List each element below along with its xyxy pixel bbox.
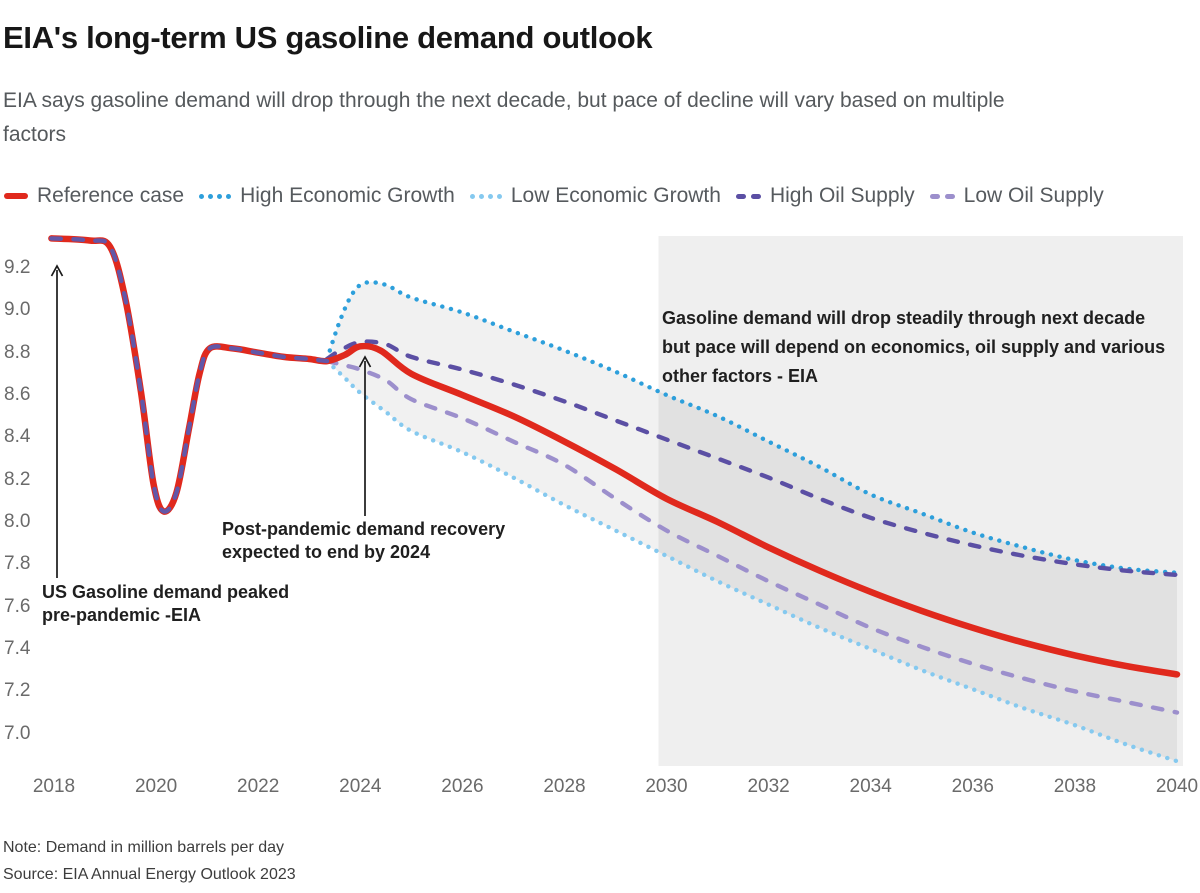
annotation-line: pre-pandemic -EIA — [42, 605, 202, 625]
annotation-arrow — [358, 355, 372, 516]
annotation-demand-outlook: Gasoline demand will drop steadily throu… — [662, 304, 1165, 391]
x-axis-tick-label: 2040 — [1155, 776, 1199, 797]
low-oil-supply-swatch — [929, 193, 955, 199]
y-axis-tick-label: 8.6 — [4, 384, 31, 405]
annotation-peak-pre-pandemic: US Gasoline demand peaked pre-pandemic -… — [42, 581, 289, 627]
high-oil-supply-swatch — [735, 193, 761, 199]
high-economic-growth-swatch — [199, 193, 232, 199]
annotation-line: US Gasoline demand peaked — [42, 582, 290, 602]
x-axis-tick-label: 2032 — [747, 776, 790, 797]
y-axis-tick-label: 8.0 — [4, 511, 31, 532]
legend-label: Reference case — [37, 184, 185, 207]
y-axis-tick-label: 7.6 — [4, 595, 31, 617]
legend-label: Low Oil Supply — [963, 184, 1104, 207]
y-axis-tick-label: 7.2 — [4, 680, 31, 702]
y-axis-tick-label: 7.8 — [4, 553, 31, 575]
x-axis-tick-label: 2026 — [441, 776, 484, 797]
series-history-overlay-all-cases — [49, 236, 330, 514]
legend-label: Low Economic Growth — [510, 184, 721, 207]
annotation-arrow — [50, 264, 64, 578]
annotation-line: other factors - EIA — [662, 366, 819, 386]
x-axis-tick-label: 2018 — [32, 776, 76, 797]
y-axis-tick-label: 9.2 — [4, 257, 31, 278]
legend-item-high-oil-supply: High Oil Supply — [735, 184, 915, 208]
y-axis-tick-label: 8.8 — [4, 341, 31, 363]
legend-label: High Economic Growth — [240, 184, 455, 207]
x-axis-tick-label: 2028 — [543, 776, 586, 797]
annotation-line: but pace will depend on economics, oil s… — [662, 337, 1166, 357]
legend-item-high-economic-growth: High Economic Growth — [199, 184, 455, 208]
subtitle-line: factors — [3, 123, 67, 146]
y-axis-tick-label: 8.2 — [4, 468, 31, 490]
legend-item-low-oil-supply: Low Oil Supply — [929, 184, 1104, 208]
x-axis-tick-label: 2022 — [237, 776, 280, 797]
x-axis-tick-label: 2036 — [951, 776, 994, 797]
page-title: EIA's long-term US gasoline demand outlo… — [3, 20, 653, 55]
legend-label: High Oil Supply — [769, 184, 915, 207]
legend-item-reference-case: Reference case — [4, 184, 184, 208]
x-axis-tick-label: 2038 — [1053, 776, 1097, 797]
x-axis-tick-label: 2024 — [339, 776, 382, 797]
y-axis-tick-label: 8.4 — [4, 426, 31, 448]
reference-case-swatch — [4, 193, 28, 199]
chart-note: Note: Demand in million barrels per day — [3, 839, 285, 856]
y-axis-tick-label: 7.0 — [4, 722, 31, 744]
annotation-line: Post-pandemic demand recovery — [222, 519, 506, 539]
annotation-line: expected to end by 2024 — [222, 542, 431, 562]
x-axis-tick-label: 2030 — [645, 776, 688, 797]
x-axis-tick-label: 2020 — [134, 776, 178, 797]
x-axis-tick-label: 2034 — [849, 776, 892, 797]
legend: Reference case High Economic Growth Low … — [4, 184, 1104, 208]
annotation-line: Gasoline demand will drop steadily throu… — [662, 308, 1146, 328]
legend-item-low-economic-growth: Low Economic Growth — [469, 184, 721, 208]
y-axis-tick-label: 9.0 — [4, 299, 31, 321]
low-economic-growth-swatch — [469, 193, 502, 199]
chart-source: Source: EIA Annual Energy Outlook 2023 — [3, 866, 296, 883]
subtitle-line: EIA says gasoline demand will drop throu… — [3, 89, 1005, 112]
page-subtitle: EIA says gasoline demand will drop throu… — [3, 84, 1005, 152]
annotation-post-pandemic-recovery: Post-pandemic demand recovery expected t… — [222, 518, 505, 564]
y-axis-tick-label: 7.4 — [4, 638, 31, 659]
